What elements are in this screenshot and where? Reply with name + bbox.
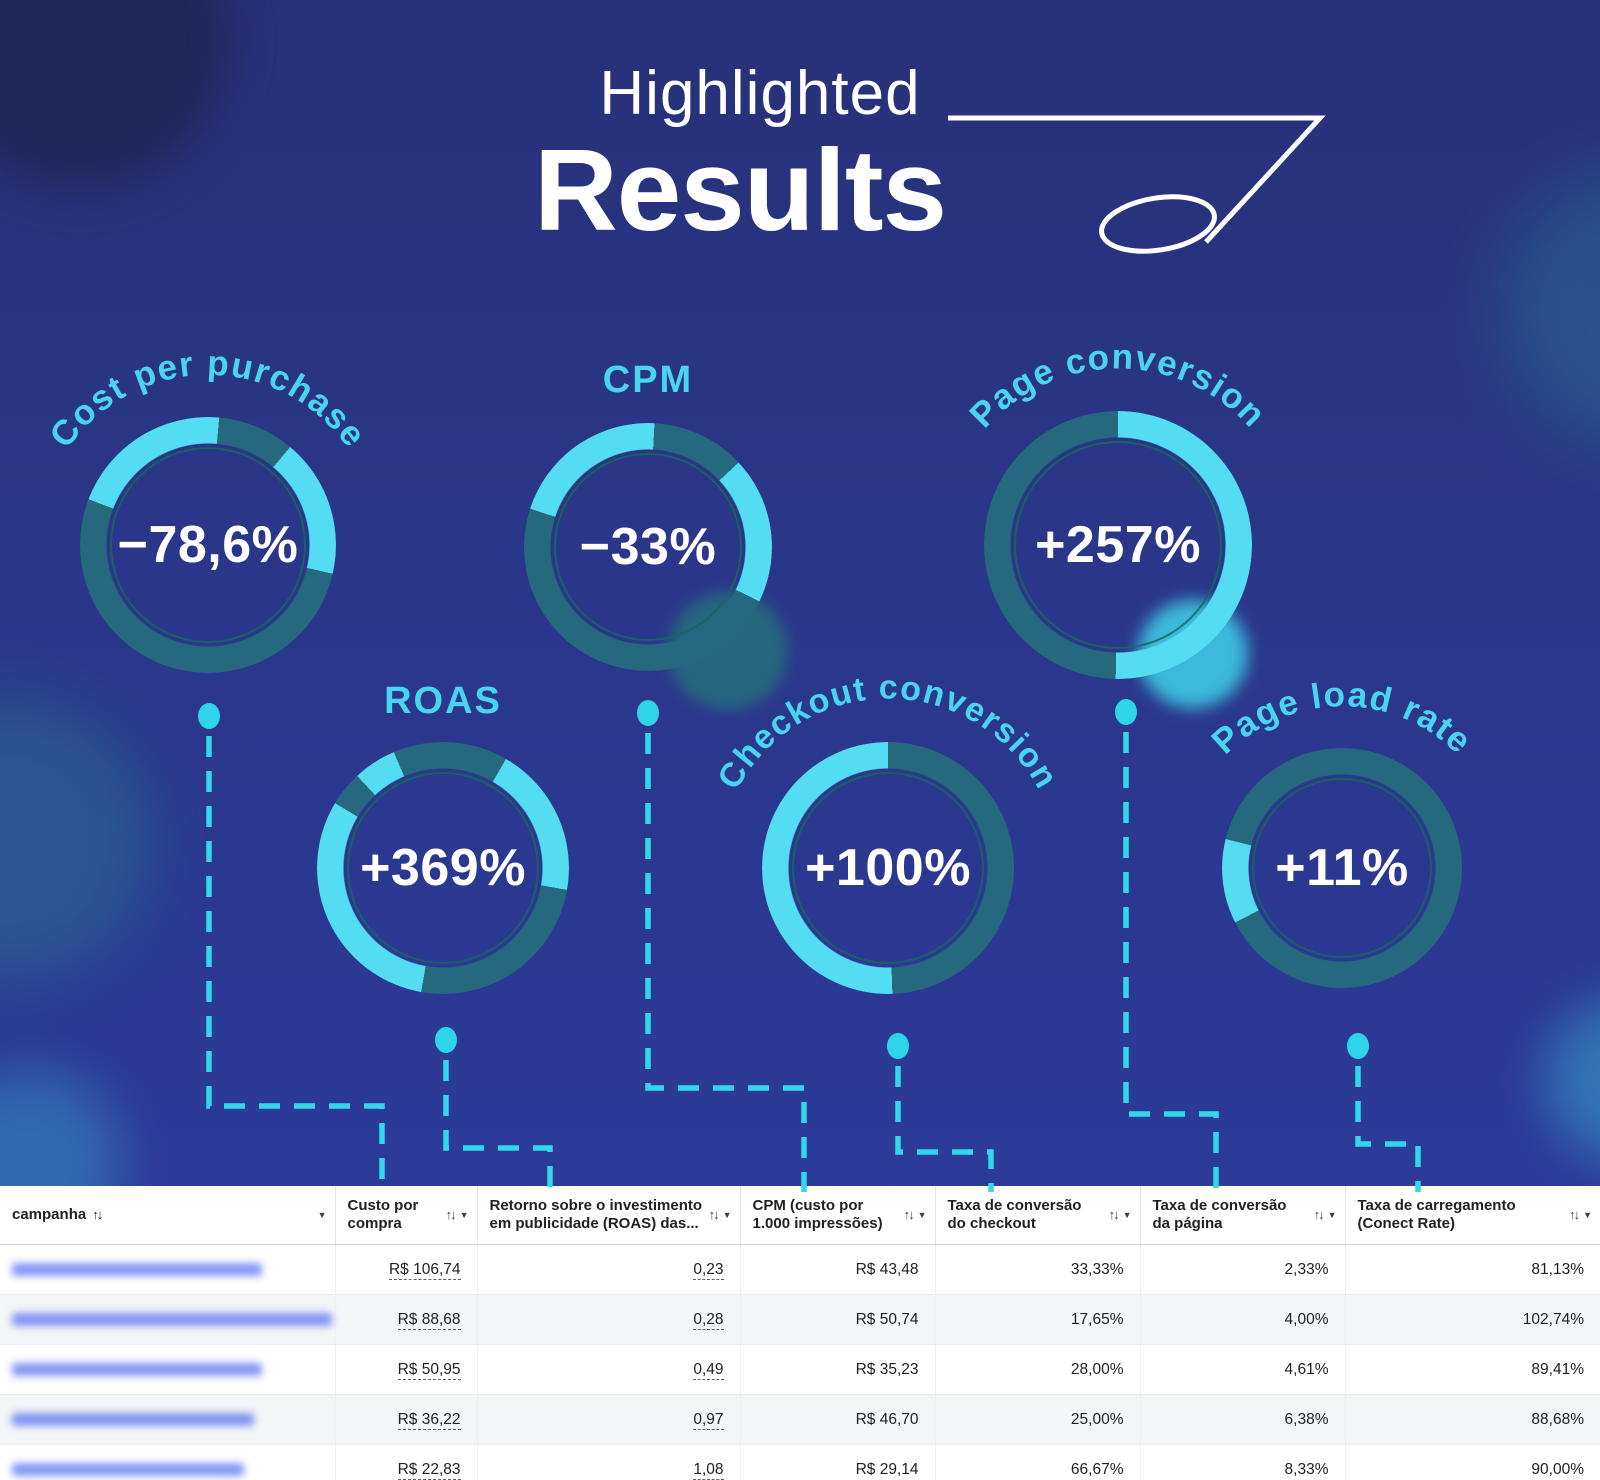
sort-icon[interactable]: ↑↓	[1313, 1207, 1325, 1223]
page-title-line2: Results	[533, 125, 947, 255]
cell-roas: 0,97	[476, 1394, 740, 1445]
gauge-page-load-rate: Page load rate +11%	[1112, 638, 1572, 1098]
cell-pagina: 8,33%	[1139, 1444, 1345, 1480]
cell-cpm: R$ 29,14	[739, 1444, 935, 1480]
sort-icon[interactable]: ↑↓	[1108, 1207, 1120, 1223]
column-header-cpm[interactable]: CPM (custo por 1.000 impressões) ↑↓ ▼	[739, 1186, 935, 1245]
gauge-value: +11%	[1275, 839, 1409, 897]
sort-icon[interactable]: ↑↓	[1569, 1207, 1580, 1223]
sort-icon[interactable]: ↑↓	[92, 1207, 103, 1223]
gauge-label: CPM	[602, 359, 694, 401]
cell-custo: R$ 88,68	[334, 1294, 477, 1345]
cell-carregamento: 90,00%	[1344, 1444, 1600, 1480]
cell-cpm: R$ 43,48	[739, 1244, 935, 1295]
gauge-value: −78,6%	[117, 516, 299, 574]
cell-custo: R$ 50,95	[334, 1344, 477, 1395]
cell-checkout: 17,65%	[934, 1294, 1140, 1345]
column-header-roas[interactable]: Retorno sobre o investimento em publicid…	[476, 1186, 740, 1245]
column-header-taxa-checkout[interactable]: Taxa de conversão do checkout ↑↓ ▼	[934, 1186, 1140, 1245]
column-header-custo-por-compra[interactable]: Custo por compra ↑↓ ▼	[334, 1186, 477, 1245]
cell-custo: R$ 36,22	[334, 1394, 477, 1445]
donut-inner-outline	[1252, 778, 1432, 958]
donut-inner-outline	[1014, 441, 1222, 649]
metrics-table: campanha ↑↓ ▼ Custo por compra ↑↓ ▼	[0, 1186, 1600, 1480]
column-menu-icon[interactable]: ▼	[1583, 1209, 1592, 1220]
table-row: R$ 88,68 0,28 R$ 50,74 17,65% 4,00% 102,…	[0, 1294, 1600, 1345]
cell-roas: 0,49	[476, 1344, 740, 1395]
column-header-campanha[interactable]: campanha ↑↓ ▼	[0, 1186, 335, 1245]
cell-carregamento: 89,41%	[1344, 1344, 1600, 1395]
gauge-value: −33%	[579, 518, 717, 576]
column-menu-icon[interactable]: ▼	[317, 1209, 327, 1220]
campaign-name-redacted[interactable]	[0, 1394, 335, 1445]
cell-checkout: 28,00%	[934, 1344, 1140, 1395]
cell-checkout: 66,67%	[934, 1444, 1140, 1480]
sort-icon[interactable]: ↑↓	[903, 1207, 915, 1223]
gauge-value: +369%	[360, 839, 526, 897]
campaign-name-redacted[interactable]	[0, 1244, 335, 1295]
cell-cpm: R$ 50,74	[739, 1294, 935, 1345]
column-menu-icon[interactable]: ▼	[722, 1209, 732, 1220]
cell-custo: R$ 22,83	[334, 1444, 477, 1480]
gauge-checkout-conversion: Checkout conversion +100%	[658, 638, 1118, 1098]
campaign-name-redacted[interactable]	[0, 1294, 335, 1345]
cell-checkout: 25,00%	[934, 1394, 1140, 1445]
table-row: R$ 36,22 0,97 R$ 46,70 25,00% 6,38% 88,6…	[0, 1394, 1600, 1445]
table-header-row: campanha ↑↓ ▼ Custo por compra ↑↓ ▼	[0, 1186, 1600, 1245]
gauge-label: ROAS	[384, 680, 502, 722]
page-title: Highlighted Results	[0, 58, 1600, 257]
donut-inner-outline	[110, 447, 306, 643]
table-row: R$ 50,95 0,49 R$ 35,23 28,00% 4,61% 89,4…	[0, 1344, 1600, 1395]
cell-carregamento: 102,74%	[1344, 1294, 1600, 1345]
cell-carregamento: 81,13%	[1344, 1244, 1600, 1295]
cell-pagina: 2,33%	[1139, 1244, 1345, 1295]
cell-roas: 0,23	[476, 1244, 740, 1295]
campaign-name-redacted[interactable]	[0, 1344, 335, 1395]
cell-custo: R$ 106,74	[334, 1244, 477, 1295]
cell-cpm: R$ 46,70	[739, 1394, 935, 1445]
column-menu-icon[interactable]: ▼	[917, 1209, 927, 1220]
cell-roas: 1,08	[476, 1444, 740, 1480]
cell-carregamento: 88,68%	[1344, 1394, 1600, 1445]
cell-cpm: R$ 35,23	[739, 1344, 935, 1395]
cell-roas: 0,28	[476, 1294, 740, 1345]
gauge-page-conversion: Page conversion +257%	[888, 315, 1348, 775]
donut-inner-outline	[554, 453, 742, 641]
column-header-taxa-pagina[interactable]: Taxa de conversão da página ↑↓ ▼	[1139, 1186, 1345, 1245]
page-title-line1: Highlighted	[599, 59, 921, 128]
cell-pagina: 4,00%	[1139, 1294, 1345, 1345]
cell-pagina: 6,38%	[1139, 1394, 1345, 1445]
table-row: R$ 22,83 1,08 R$ 29,14 66,67% 8,33% 90,0…	[0, 1444, 1600, 1480]
cell-checkout: 33,33%	[934, 1244, 1140, 1295]
cell-pagina: 4,61%	[1139, 1344, 1345, 1395]
sort-icon[interactable]: ↑↓	[445, 1207, 457, 1223]
gauge-roas: ROAS +369%	[213, 638, 673, 1098]
gauge-cost-per-purchase: Cost per purchase −78,6%	[0, 315, 438, 775]
gauge-curved-label: Page load rate	[1204, 675, 1478, 762]
column-menu-icon[interactable]: ▼	[1327, 1209, 1337, 1220]
sort-icon[interactable]: ↑↓	[708, 1207, 720, 1223]
column-menu-icon[interactable]: ▼	[1122, 1209, 1132, 1220]
gauge-value: +100%	[805, 839, 971, 897]
campaign-name-redacted[interactable]	[0, 1444, 335, 1480]
column-menu-icon[interactable]: ▼	[459, 1209, 469, 1220]
column-header-taxa-carregamento[interactable]: Taxa de carregamento (Conect Rate) ↑↓ ▼	[1344, 1186, 1600, 1245]
table-row: R$ 106,74 0,23 R$ 43,48 33,33% 2,33% 81,…	[0, 1244, 1600, 1295]
gauge-value: +257%	[1035, 516, 1201, 574]
